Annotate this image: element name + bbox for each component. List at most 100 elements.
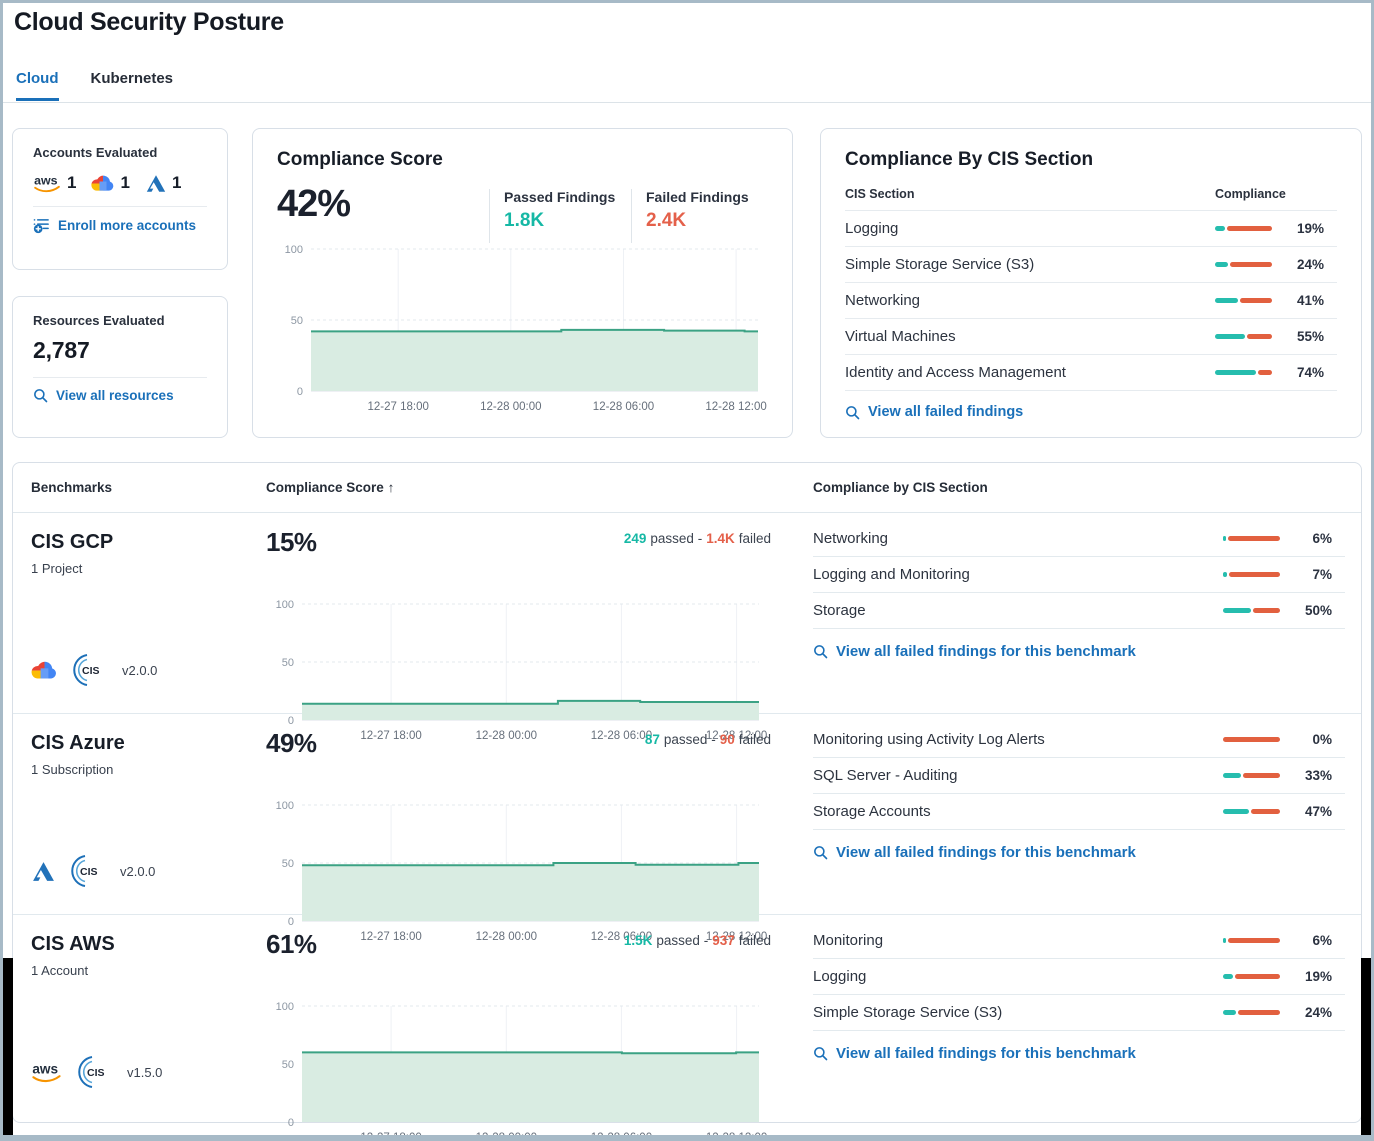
screenshot-black-edge-left [3, 958, 13, 1135]
benchmark-scope: 1 Subscription [31, 762, 114, 777]
svg-text:50: 50 [291, 315, 303, 327]
col-compliance-score[interactable]: Compliance Score ↑ [266, 480, 395, 495]
cis-logo-icon: CIS [73, 654, 100, 686]
svg-text:12-27 18:00: 12-27 18:00 [360, 730, 421, 742]
benchmark-name: CIS Azure [31, 732, 125, 754]
benchmark-row-cis-aws[interactable]: CIS AWS 1 Account aws CIS v1.5.0 61% 1.5… [13, 915, 1361, 1141]
section-row[interactable]: Simple Storage Service (S3) 24% [813, 995, 1345, 1031]
section-label: Monitoring using Activity Log Alerts [813, 731, 1045, 748]
svg-text:100: 100 [276, 599, 294, 611]
compliance-pct: 19% [1296, 221, 1324, 236]
svg-text:12-28 06:00: 12-28 06:00 [591, 1132, 652, 1141]
cis-row-s3[interactable]: Simple Storage Service (S3) 24% [845, 246, 1337, 282]
view-all-failed-findings-link[interactable]: View all failed findings [845, 404, 1337, 420]
compliance-bar [1223, 536, 1280, 541]
section-row[interactable]: Networking 6% [813, 521, 1345, 557]
svg-text:12-28 12:00: 12-28 12:00 [705, 401, 766, 413]
compliance-pct: 6% [1312, 531, 1332, 546]
divider [33, 206, 207, 207]
azure-count: 1 [171, 173, 182, 192]
cis-logo-icon: CIS [78, 1056, 105, 1088]
compliance-bar [1223, 974, 1280, 979]
cis-row-virtual-machines[interactable]: Virtual Machines 55% [845, 318, 1337, 354]
svg-text:12-28 00:00: 12-28 00:00 [476, 931, 537, 943]
cis-row-networking[interactable]: Networking 41% [845, 282, 1337, 318]
benchmark-row-cis-azure[interactable]: CIS Azure 1 Subscription CIS v2.0.0 49% … [13, 714, 1361, 943]
compliance-bar [1223, 572, 1280, 577]
tab-kubernetes[interactable]: Kubernetes [90, 70, 174, 87]
compliance-pct: 55% [1296, 329, 1324, 344]
gcp-icon [31, 661, 56, 679]
cis-row-label: Logging [845, 220, 899, 237]
compliance-score-title: Compliance Score [277, 149, 443, 170]
view-failed-findings-benchmark-link[interactable]: View all failed findings for this benchm… [813, 1045, 1345, 1062]
cis-row-iam[interactable]: Identity and Access Management 74% [845, 354, 1337, 391]
compliance-bar [1215, 262, 1272, 267]
benchmark-score-cell: 15% 249 passed -1.4K failed 100 50 0 12-27 18… [266, 527, 771, 742]
sort-ascending-icon: ↑ [387, 480, 395, 495]
gcp-icon [91, 175, 114, 191]
section-row[interactable]: Logging 19% [813, 959, 1345, 995]
benchmark-score-cell: 61% 1.5K passed -937 failed 100 50 0 12-27 18… [266, 929, 771, 1141]
provider-counts: aws 1 1 1 [33, 173, 207, 193]
section-label: Storage [813, 602, 866, 619]
view-failed-findings-benchmark-link[interactable]: View all failed findings for this benchm… [813, 643, 1345, 660]
benchmark-name: CIS AWS [31, 933, 115, 955]
gcp-account-count: 1 [91, 173, 130, 193]
section-row[interactable]: Monitoring using Activity Log Alerts 0% [813, 722, 1345, 758]
benchmark-sections-cell: Monitoring using Activity Log Alerts 0% S… [813, 722, 1345, 861]
azure-icon [146, 174, 166, 192]
search-icon [814, 645, 828, 659]
search-icon [814, 846, 828, 860]
view-failed-findings-benchmark-link[interactable]: View all failed findings for this benchm… [813, 844, 1345, 861]
compliance-pct: 74% [1296, 365, 1324, 380]
section-label: SQL Server - Auditing [813, 767, 958, 784]
svg-text:100: 100 [276, 800, 294, 812]
section-row[interactable]: Storage Accounts 47% [813, 794, 1345, 830]
cis-row-logging[interactable]: Logging 19% [845, 210, 1337, 246]
section-label: Logging [813, 968, 867, 985]
section-label: Storage Accounts [813, 803, 931, 820]
benchmark-version: v2.0.0 [120, 863, 156, 879]
col-cis-section: CIS Section [845, 187, 915, 201]
section-row[interactable]: Storage 50% [813, 593, 1345, 629]
svg-text:0: 0 [288, 1117, 294, 1129]
benchmark-sections-cell: Networking 6% Logging and Monitoring 7% St… [813, 521, 1345, 660]
svg-text:12-27 18:00: 12-27 18:00 [360, 1132, 421, 1141]
enroll-more-accounts-link[interactable]: Enroll more accounts [33, 217, 207, 234]
section-row[interactable]: SQL Server - Auditing 33% [813, 758, 1345, 794]
aws-account-count: aws 1 [33, 173, 76, 193]
compliance-bar [1223, 1010, 1280, 1015]
resources-evaluated-card: Resources Evaluated 2,787 View all resou… [12, 296, 228, 438]
cis-row-label: Simple Storage Service (S3) [845, 256, 1035, 273]
svg-text:CIS: CIS [80, 866, 98, 878]
passed-failed-summary: 249 passed -1.4K failed [623, 531, 771, 546]
compliance-pct: 24% [1304, 1005, 1332, 1020]
section-row[interactable]: Monitoring 6% [813, 923, 1345, 959]
section-label: Simple Storage Service (S3) [813, 1004, 1003, 1021]
section-label: Networking [813, 530, 889, 547]
view-all-failed-findings-label: View all failed findings [868, 404, 1024, 420]
benchmark-row-cis-gcp[interactable]: CIS GCP 1 Project CIS v2.0.0 15% 249 pass… [13, 513, 1361, 742]
view-all-resources-link[interactable]: View all resources [33, 388, 207, 403]
svg-text:CIS: CIS [82, 665, 100, 677]
compliance-bar [1215, 298, 1272, 303]
compliance-by-cis-section-card: Compliance By CIS Section CIS Section Co… [820, 128, 1362, 438]
svg-text:12-28 00:00: 12-28 00:00 [480, 401, 541, 413]
aws-icon: aws [34, 173, 60, 193]
page-title: Cloud Security Posture [14, 8, 284, 36]
compliance-score-card: Compliance Score 42% Passed Findings 1.8… [252, 128, 793, 438]
benchmark-scope: 1 Account [31, 963, 89, 978]
compliance-pct: 19% [1304, 969, 1332, 984]
compliance-bar [1215, 370, 1272, 375]
search-icon [814, 1047, 828, 1061]
benchmark-scope: 1 Project [31, 561, 83, 576]
failed-findings-label: Failed Findings [646, 189, 749, 205]
section-row[interactable]: Logging and Monitoring 7% [813, 557, 1345, 593]
resources-count: 2,787 [33, 337, 90, 363]
tab-cloud[interactable]: Cloud [16, 70, 59, 101]
accounts-evaluated-card: Accounts Evaluated aws 1 1 1 Enroll more… [12, 128, 228, 270]
svg-text:0: 0 [297, 386, 303, 398]
search-icon [34, 389, 48, 403]
view-failed-findings-benchmark-label: View all failed findings for this benchm… [836, 1045, 1136, 1062]
